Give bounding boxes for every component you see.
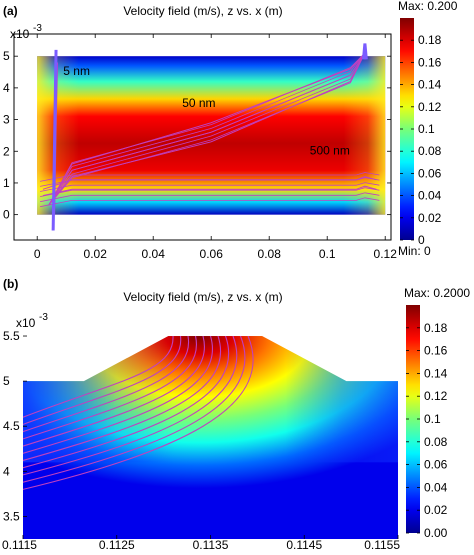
y-tick-label: 2 xyxy=(3,144,10,158)
streamline-low-5 xyxy=(40,172,380,182)
streamline-2 xyxy=(23,336,190,433)
y-tick-label: 0 xyxy=(3,208,10,222)
y-tick-label: 4.5 xyxy=(3,419,20,433)
colorbar-tick-label: 0.1 xyxy=(424,412,441,426)
colorbar-min-label: Min: 0 xyxy=(398,244,431,258)
y-tick-label: 5 xyxy=(3,49,10,63)
y-tick-label: 1 xyxy=(3,176,10,190)
streamline-2 xyxy=(42,185,377,197)
colorbar-tick-label: 0.12 xyxy=(418,100,442,114)
annotation-2: 500 nm xyxy=(310,143,350,157)
streamline-5nm xyxy=(51,49,58,231)
colorbar-tick-label: 0.06 xyxy=(418,166,442,180)
colorbar-max-label: Max: 0.2000 xyxy=(404,286,470,300)
colorbar-tick-label: 0.02 xyxy=(424,503,448,517)
y-exponent: x10 xyxy=(10,27,30,41)
y-exponent-power: -3 xyxy=(33,23,42,34)
streamline-5 xyxy=(23,336,213,454)
streamline-6 xyxy=(23,336,221,462)
x-tick-label: 0.08 xyxy=(258,247,282,261)
colorbar-tick-label: 0.18 xyxy=(418,33,442,47)
y-tick-label: 3.5 xyxy=(3,509,20,523)
x-tick-label: 0.02 xyxy=(84,247,108,261)
chart-title: Velocity field (m/s), z vs. x (m) xyxy=(123,4,282,18)
y-tick-label: 5.5 xyxy=(3,329,20,343)
colorbar-tick-label: 0.18 xyxy=(424,321,448,335)
panel-a-label: (a) xyxy=(3,4,18,18)
panel-b-chart: Velocity field (m/s), z vs. x (m) 0.1115 0… xyxy=(2,286,470,552)
x-tick-label: 0 xyxy=(34,247,41,261)
annotation-1: 50 nm xyxy=(182,96,215,110)
streamline-low-0 xyxy=(40,197,380,208)
colorbar-tick-label: 0.14 xyxy=(418,78,442,92)
colorbar-max-label: Max: 0.200 xyxy=(398,0,458,13)
colorbar-tick-label: 0.1 xyxy=(418,122,435,136)
colorbar-tick-label: 0.06 xyxy=(424,458,448,472)
chart-title: Velocity field (m/s), z vs. x (m) xyxy=(123,290,282,304)
annotation-0: 5 nm xyxy=(63,64,90,78)
streamline-bundle-1 xyxy=(48,52,366,206)
streamline-3 xyxy=(23,336,198,440)
y-tick-label: 4 xyxy=(3,81,10,95)
colorbar-tick-label: 0.12 xyxy=(424,389,448,403)
x-tick-label: 0.1115 xyxy=(2,538,37,550)
panel-b-label: (b) xyxy=(3,277,19,291)
y-exponent: x10 xyxy=(16,316,36,330)
x-tick-label: 0.1 xyxy=(319,247,336,261)
edge-shading xyxy=(37,56,386,215)
y-tick-label: 3 xyxy=(3,113,10,127)
colorbar xyxy=(406,305,420,533)
colorbar-tick-label: 0.04 xyxy=(424,480,448,494)
streamline-0 xyxy=(23,336,174,418)
y-tick-label: 4 xyxy=(3,464,10,478)
colorbar-tick-label: 0.00 xyxy=(424,526,448,540)
streamline-1 xyxy=(23,336,182,425)
streamline-low-1 xyxy=(40,192,380,203)
x-tick-label: 0.12 xyxy=(374,247,398,261)
panel-a: (a) Velocity field (m/s), z vs. x (m) 5 n… xyxy=(0,0,474,275)
colorbar-tick-label: 0.14 xyxy=(424,366,448,380)
streamline-10 xyxy=(23,336,254,490)
streamline-bundle-3 xyxy=(48,52,366,206)
x-tick-label: 0.1145 xyxy=(286,538,322,550)
x-tick-label: 0.1155 xyxy=(364,538,400,550)
colorbar-tick-label: 0.08 xyxy=(424,435,448,449)
streamline-4 xyxy=(23,336,205,447)
streamline-8 xyxy=(23,336,238,476)
streamline-9 xyxy=(23,336,246,483)
colorbar-tick-label: 0.16 xyxy=(424,344,448,358)
x-tick-label: 0.04 xyxy=(142,247,166,261)
streamline-low-4 xyxy=(40,177,380,187)
x-tick-label: 0.1125 xyxy=(99,538,135,550)
streamline-low-2 xyxy=(40,187,380,197)
streamline-7 xyxy=(23,336,230,469)
colorbar-tick-label: 0 xyxy=(418,233,425,247)
panel-a-chart: Velocity field (m/s), z vs. x (m) 5 nm 50 … xyxy=(3,0,458,261)
panel-b: (b) Velocity field (m/s), z vs. x (m) 0.1… xyxy=(0,275,474,552)
colorbar xyxy=(400,18,414,240)
x-tick-label: 0.1135 xyxy=(193,538,229,550)
colorbar-tick-label: 0.02 xyxy=(418,211,442,225)
colorbar-tick-label: 0.16 xyxy=(418,55,442,69)
colorbar-tick-label: 0.04 xyxy=(418,189,442,203)
streamline-tip xyxy=(361,43,368,60)
y-exponent-power: -3 xyxy=(39,312,48,323)
y-tick-label: 5 xyxy=(3,374,10,388)
x-tick-label: 0.06 xyxy=(200,247,224,261)
colorbar-tick-label: 0.08 xyxy=(418,144,442,158)
streamline-low-3 xyxy=(40,182,380,192)
